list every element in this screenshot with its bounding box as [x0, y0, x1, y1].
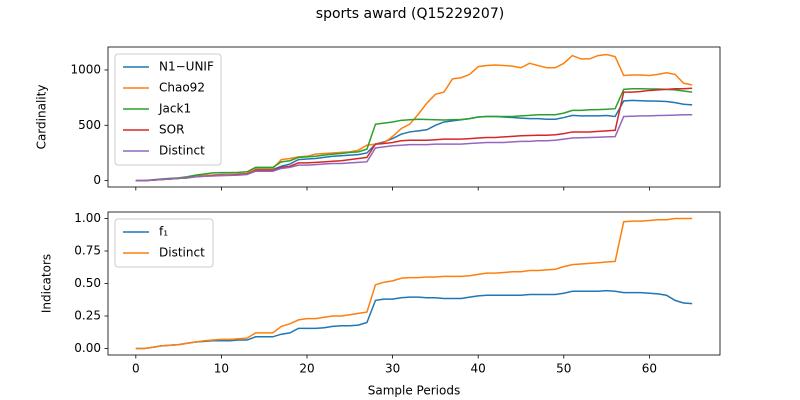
- series-line: [135, 114, 693, 182]
- legend-label: f₁: [159, 225, 168, 239]
- legend-label: Distinct: [159, 144, 205, 158]
- x-tick-label: 10: [214, 362, 229, 376]
- y-tick-label: 0.75: [74, 244, 101, 258]
- y-tick-label: 0.50: [74, 276, 101, 290]
- x-axis-label: Sample Periods: [368, 384, 460, 398]
- x-tick-label: 50: [556, 362, 571, 376]
- series-line: [135, 217, 693, 350]
- x-tick-label: 40: [471, 362, 486, 376]
- x-tick-label: 30: [385, 362, 400, 376]
- legend-label: Jack1: [158, 102, 191, 116]
- legend-box: [114, 218, 214, 268]
- chart-title: sports award (Q15229207): [316, 6, 504, 22]
- x-tick-label: 0: [132, 362, 140, 376]
- legend-label: Distinct: [159, 246, 205, 260]
- series-line: [135, 88, 693, 182]
- series-line: [135, 289, 693, 350]
- legend-box: [114, 53, 222, 166]
- legend-label: N1−UNIF: [159, 60, 214, 74]
- axes-frame: [107, 46, 721, 188]
- legend-label: Chao92: [159, 81, 205, 95]
- y-tick-label: 0.00: [74, 341, 101, 355]
- y-tick-label: 500: [78, 118, 101, 132]
- y-axis-label: Indicators: [40, 254, 54, 313]
- axes-frame: [107, 211, 721, 356]
- x-tick-label: 60: [642, 362, 657, 376]
- legend-label: SOR: [159, 123, 184, 137]
- y-tick-label: 0.25: [74, 309, 101, 323]
- y-tick-label: 0: [93, 173, 101, 187]
- y-tick-label: 1.00: [74, 211, 101, 225]
- y-tick-label: 1000: [70, 62, 101, 76]
- x-tick-label: 20: [299, 362, 314, 376]
- y-axis-label: Cardinality: [35, 85, 49, 150]
